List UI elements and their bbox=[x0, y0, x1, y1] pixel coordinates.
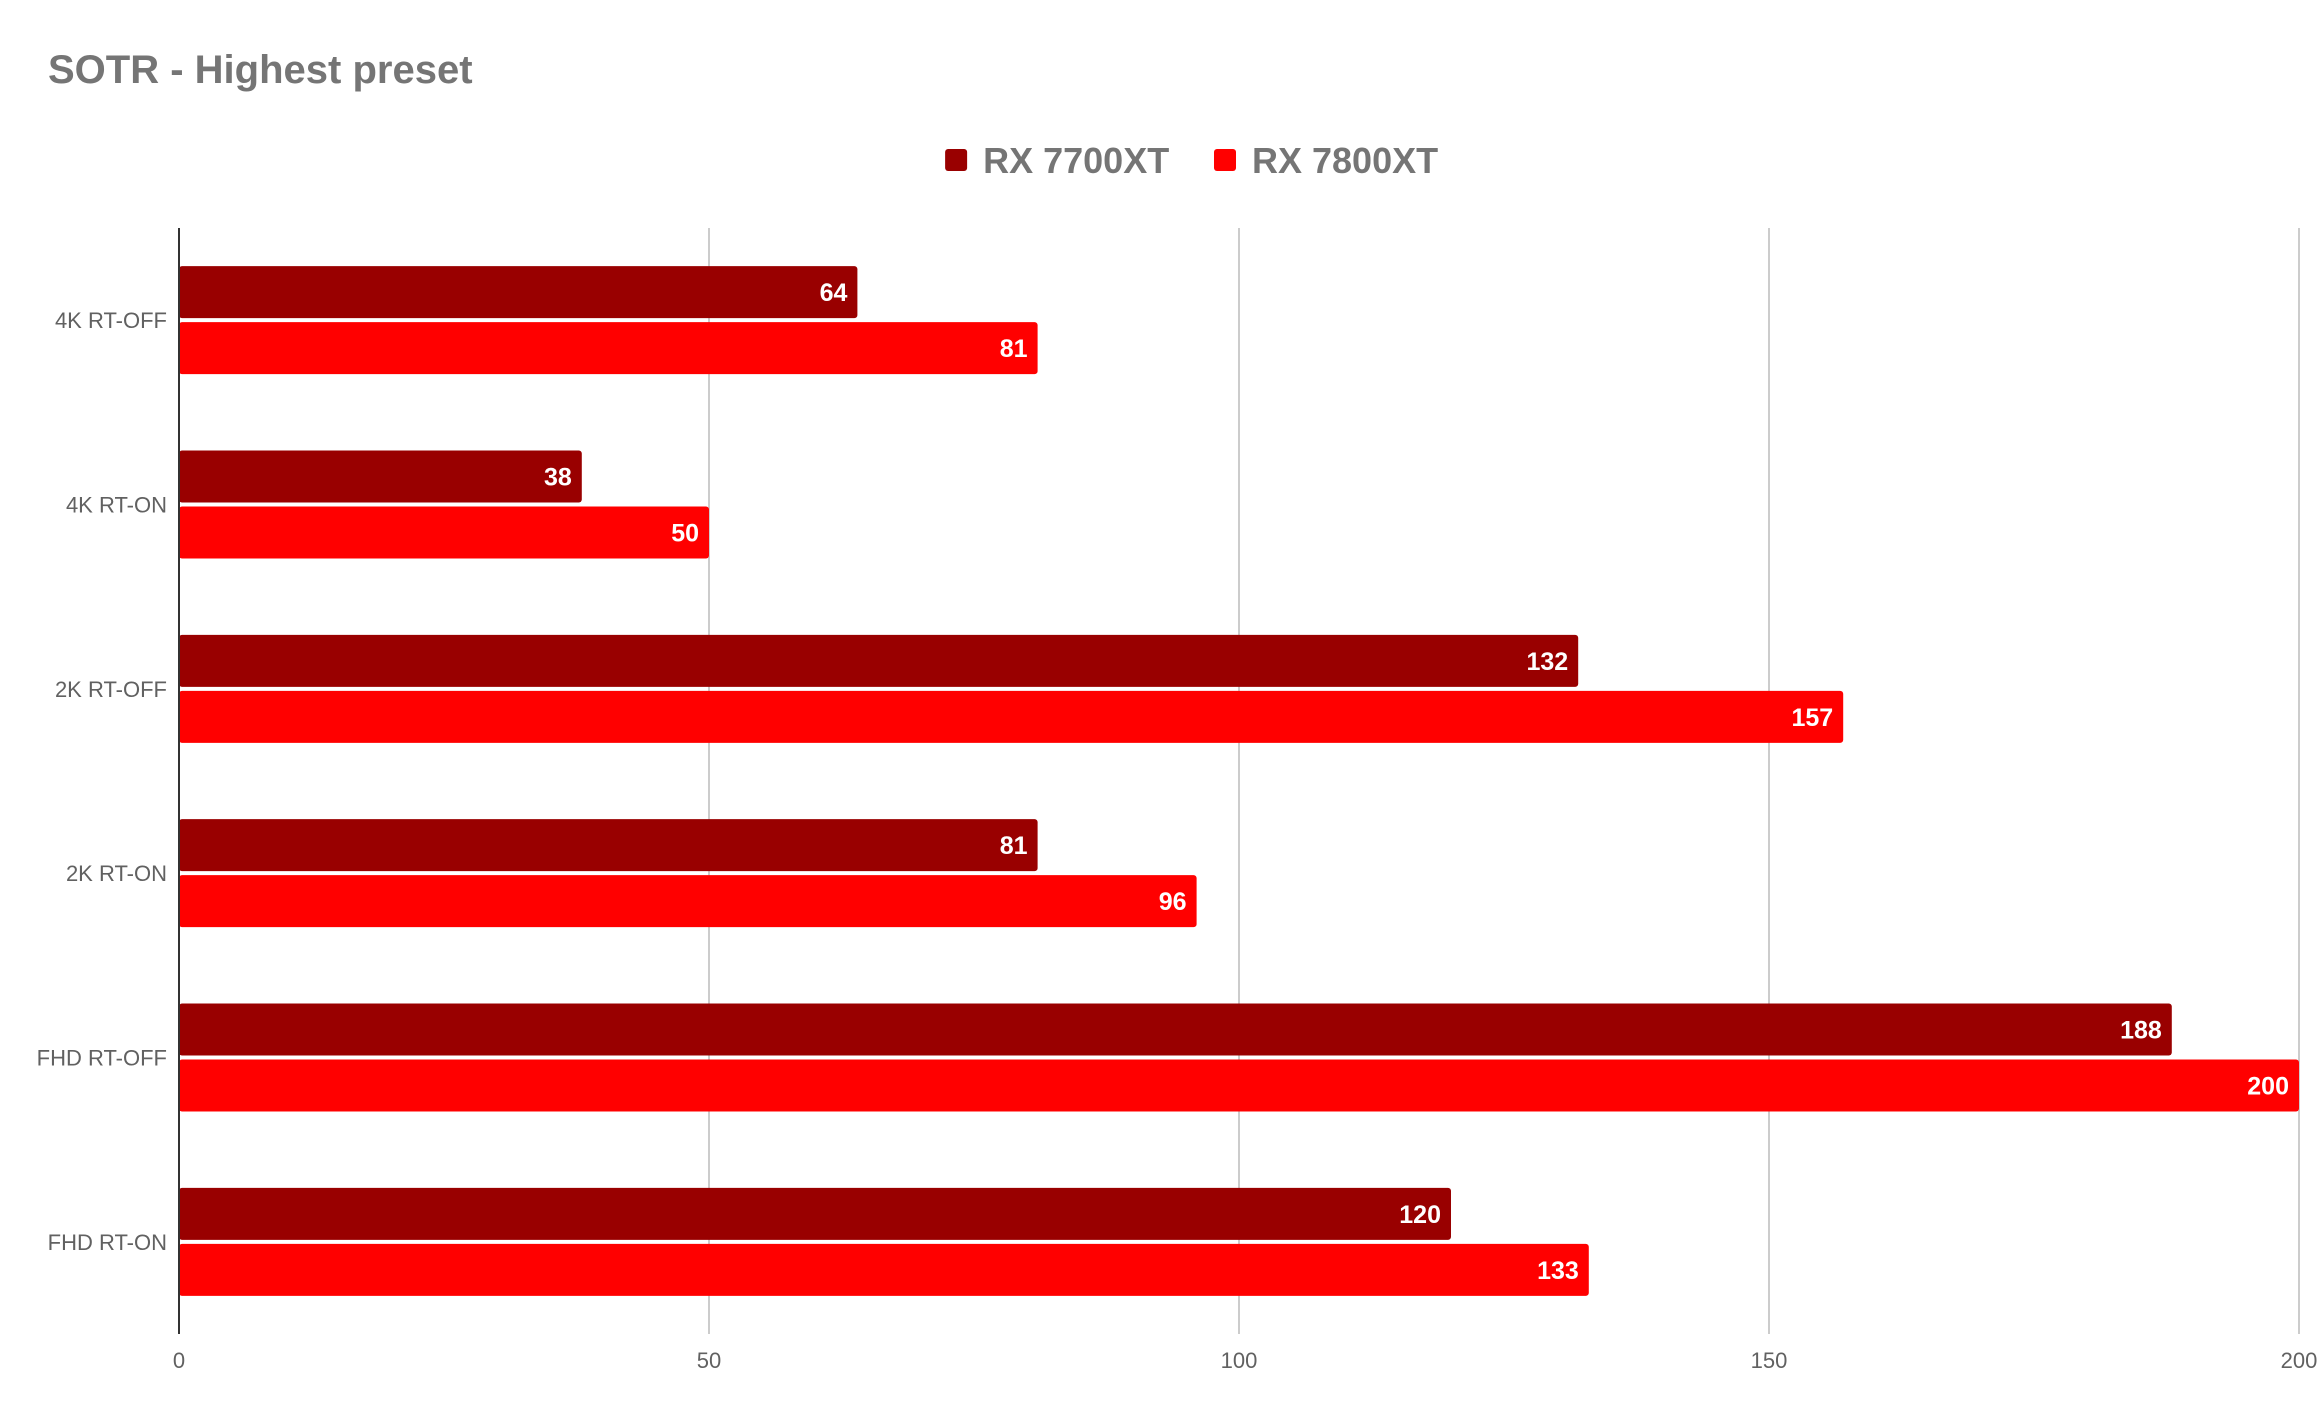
data-label: 133 bbox=[1537, 1257, 1579, 1285]
y-category-label: FHD RT-ON bbox=[48, 1230, 167, 1255]
data-label: 120 bbox=[1399, 1201, 1441, 1229]
bar bbox=[179, 450, 582, 503]
data-label: 188 bbox=[2120, 1017, 2162, 1045]
legend-label: RX 7800XT bbox=[1252, 140, 1438, 181]
legend-swatch bbox=[1214, 149, 1236, 171]
bar bbox=[179, 1003, 2172, 1056]
x-tick-label: 150 bbox=[1751, 1348, 1788, 1373]
data-label: 50 bbox=[671, 520, 699, 548]
data-label: 81 bbox=[1000, 832, 1028, 860]
grid-lines bbox=[708, 228, 2300, 1334]
data-label: 157 bbox=[1791, 704, 1833, 732]
x-tick-label: 50 bbox=[697, 1348, 721, 1373]
y-category-label: 2K RT-OFF bbox=[55, 677, 167, 702]
bar bbox=[179, 819, 1038, 872]
bars: 64 81 38 50 132 157 81 96 188 200 120 133 bbox=[179, 266, 2299, 1296]
bar bbox=[179, 1243, 1589, 1296]
legend-swatch bbox=[945, 149, 968, 171]
chart-title: SOTR - Highest preset bbox=[48, 48, 473, 92]
data-label: 38 bbox=[544, 464, 572, 492]
bar bbox=[179, 875, 1197, 928]
x-tick-label: 200 bbox=[2281, 1348, 2318, 1373]
x-tick-label: 100 bbox=[1221, 1348, 1258, 1373]
bar bbox=[179, 1187, 1451, 1240]
legend-label: RX 7700XT bbox=[983, 140, 1169, 181]
bar bbox=[179, 690, 1844, 743]
data-label: 64 bbox=[820, 279, 848, 307]
data-label: 81 bbox=[1000, 335, 1028, 363]
data-label: 132 bbox=[1526, 648, 1568, 676]
data-label: 200 bbox=[2247, 1073, 2289, 1101]
legend[interactable]: RX 7700XT RX 7800XT bbox=[945, 140, 1438, 181]
bar bbox=[179, 1059, 2299, 1112]
x-tick-label: 0 bbox=[173, 1348, 185, 1373]
data-label: 96 bbox=[1159, 888, 1187, 916]
bar bbox=[179, 634, 1579, 687]
bar bbox=[179, 322, 1038, 375]
y-category-label: 4K RT-OFF bbox=[55, 308, 167, 333]
y-category-label: FHD RT-OFF bbox=[37, 1046, 167, 1071]
y-category-label: 2K RT-ON bbox=[66, 861, 167, 886]
y-category-label: 4K RT-ON bbox=[66, 493, 167, 518]
bar bbox=[179, 266, 858, 319]
bar bbox=[179, 506, 709, 559]
axes: 0 50 100 150 200 4K RT-OFF 4K RT-ON 2K RT-OFF 2K… bbox=[37, 228, 2318, 1373]
